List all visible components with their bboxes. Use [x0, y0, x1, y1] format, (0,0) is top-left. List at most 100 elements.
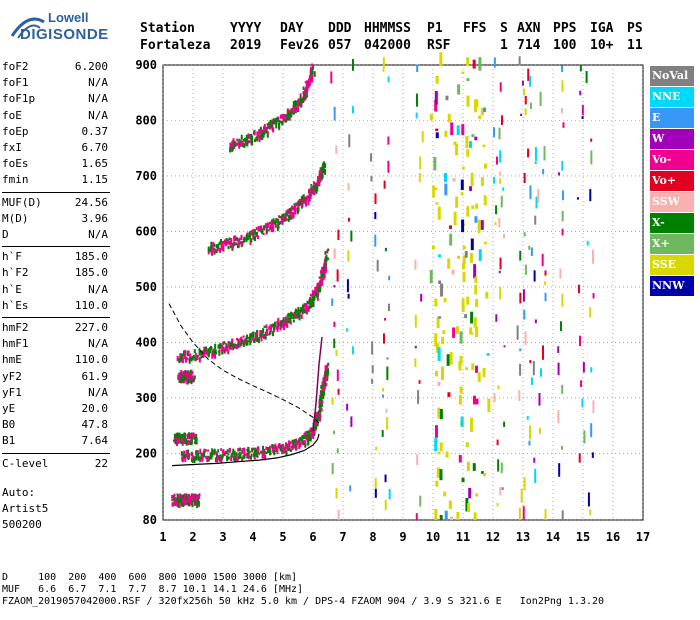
muf-curve	[168, 303, 320, 424]
noise-mark	[578, 284, 581, 294]
trace-mark	[257, 448, 260, 451]
trace-mark	[215, 244, 218, 249]
noise-mark	[452, 177, 456, 182]
trace-mark	[220, 448, 223, 451]
noise-mark	[330, 71, 333, 84]
noise-mark	[416, 64, 419, 73]
trace-mark	[256, 134, 259, 139]
noise-mark	[493, 176, 496, 184]
trace-mark	[192, 455, 195, 461]
noise-mark	[418, 380, 421, 384]
noise-mark	[415, 93, 418, 107]
param-name: D	[2, 228, 9, 241]
trace-mark	[298, 314, 301, 321]
noise-mark	[590, 367, 593, 373]
trace-mark	[239, 144, 242, 147]
trace-mark	[259, 126, 262, 131]
x-tick-label: 10	[426, 530, 440, 544]
trace-mark	[266, 130, 269, 137]
trace-mark	[231, 144, 234, 151]
trace-mark	[187, 350, 190, 354]
trace-mark	[224, 350, 227, 353]
noise-mark	[461, 219, 465, 233]
trace-mark	[310, 304, 313, 308]
trace-mark	[279, 114, 282, 119]
noise-mark	[538, 427, 541, 435]
noise-mark	[483, 472, 487, 477]
trace-mark	[227, 344, 230, 348]
noise-mark	[524, 331, 527, 345]
trace-mark	[262, 446, 265, 451]
noise-mark	[335, 349, 338, 356]
trace-mark	[235, 452, 238, 457]
trace-mark	[311, 290, 314, 294]
logo-text-lowell: Lowell	[48, 10, 89, 25]
param-name: B1	[2, 434, 16, 448]
param-value: N/A	[88, 337, 108, 351]
trace-mark	[257, 227, 260, 232]
trace-mark	[209, 245, 212, 251]
trace-mark	[173, 500, 176, 503]
trace-mark	[256, 337, 259, 343]
trace-mark	[226, 449, 229, 453]
trace-mark	[288, 317, 291, 320]
param-row: yF1 N/A	[2, 386, 108, 402]
trace-mark	[327, 368, 330, 373]
param-value: 24.56	[74, 195, 108, 209]
param-separator	[2, 191, 110, 193]
trace-mark	[309, 303, 312, 309]
trace-mark	[245, 336, 248, 342]
trace-mark	[201, 352, 204, 357]
trace-mark	[187, 370, 190, 375]
noise-mark	[475, 299, 479, 307]
trace-mark	[237, 448, 240, 452]
trace-mark	[211, 449, 214, 456]
trace-mark	[267, 229, 270, 232]
noise-mark	[529, 360, 532, 364]
param-separator	[2, 452, 110, 454]
trace-mark	[242, 335, 245, 338]
trace-mark	[218, 351, 221, 356]
trace-mark	[272, 226, 275, 233]
noise-mark	[480, 220, 484, 230]
header-label: HHMMSS	[364, 21, 411, 36]
noise-mark	[535, 196, 538, 209]
noise-mark	[500, 115, 503, 126]
trace-mark	[187, 441, 190, 444]
trace-mark	[311, 69, 314, 75]
trace-mark	[254, 138, 257, 143]
noise-mark	[462, 245, 466, 250]
trace-mark	[182, 502, 185, 507]
trace-mark	[275, 121, 278, 125]
trace-mark	[307, 306, 310, 312]
trace-mark	[209, 248, 212, 253]
noise-mark	[436, 316, 440, 329]
trace-mark	[312, 301, 315, 307]
noise-mark	[439, 408, 443, 420]
noise-mark	[582, 362, 585, 373]
trace-mark	[266, 229, 269, 233]
trace-mark	[313, 71, 316, 77]
trace-mark	[301, 308, 304, 315]
noise-mark	[336, 369, 339, 381]
noise-mark	[414, 259, 417, 270]
trace-mark	[272, 331, 275, 337]
noise-mark	[497, 385, 500, 390]
trace-mark	[288, 208, 291, 214]
noise-mark	[438, 316, 442, 319]
trace-mark	[240, 134, 243, 140]
trace-mark	[305, 303, 308, 307]
trace-mark	[260, 336, 263, 342]
noise-mark	[478, 115, 482, 120]
trace-mark	[316, 423, 319, 427]
trace-mark	[307, 439, 310, 445]
noise-mark	[388, 488, 391, 500]
legend-item-x-: X-	[650, 213, 694, 233]
trace-mark	[285, 114, 288, 117]
trace-mark	[287, 109, 290, 114]
trace-mark	[189, 356, 192, 360]
trace-mark	[260, 228, 263, 233]
trace-mark	[225, 451, 228, 454]
autoscaling-info: Auto: Artist5 500200	[2, 485, 48, 533]
noise-mark	[376, 259, 379, 272]
